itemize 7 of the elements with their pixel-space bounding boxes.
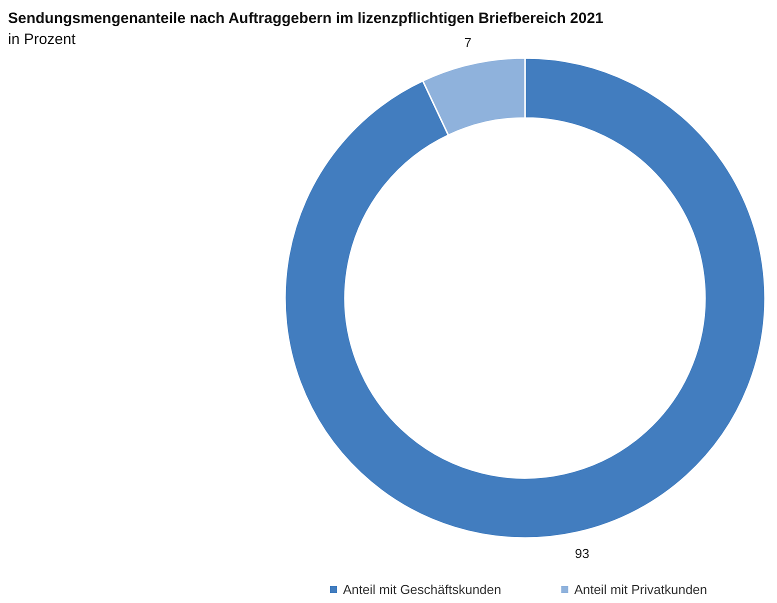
legend-label: Anteil mit Geschäftskunden xyxy=(343,582,502,597)
text: in Prozent xyxy=(8,31,76,48)
donut-slice xyxy=(284,57,766,539)
legend-label: Anteil mit Privatkunden xyxy=(574,582,708,597)
chart-title: Sendungsmengenanteile nach Auftraggebern im lizenzpflichtigen Briefbereich 2021 xyxy=(8,10,604,27)
data-label: 93 xyxy=(574,546,590,562)
data-label: 7 xyxy=(464,34,472,50)
